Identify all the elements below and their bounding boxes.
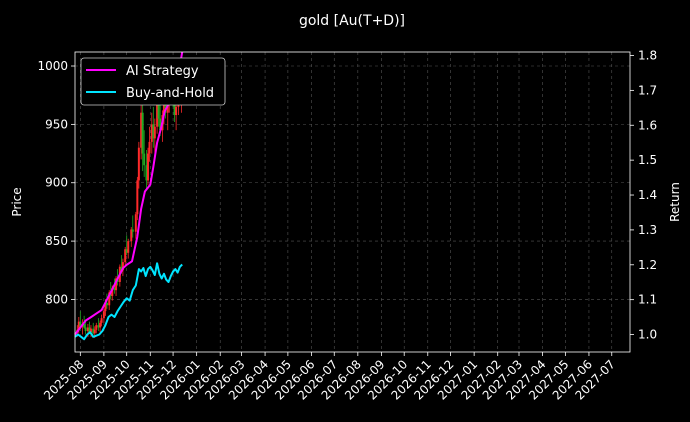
y-right-tick-label: 1.0	[638, 328, 657, 342]
y-right-tick-label: 1.3	[638, 223, 657, 237]
candle	[84, 320, 87, 335]
candle-body	[136, 180, 139, 215]
candle-body	[130, 229, 133, 242]
y-axis-right: 1.0 1.1 1.2 1.3 1.4 1.5 1.6 1.7 1.8	[630, 48, 657, 342]
candle-body	[102, 311, 105, 319]
candle	[102, 308, 105, 323]
legend-label-buy-and-hold: Buy-and-Hold	[126, 86, 214, 101]
candle-body	[104, 302, 107, 312]
candle-body	[145, 165, 148, 181]
candle-body	[140, 112, 143, 148]
candle-body	[99, 322, 102, 328]
y-left-tick-label: 850	[45, 234, 68, 248]
candle	[148, 126, 151, 162]
candle-body	[92, 328, 95, 334]
candle	[130, 227, 133, 247]
candle-body	[162, 98, 165, 116]
candle	[143, 130, 146, 177]
y-left-tick-label: 800	[45, 292, 68, 306]
candle-body	[97, 325, 100, 328]
candle-body	[175, 106, 178, 116]
candle	[125, 235, 128, 256]
candle-body	[84, 327, 87, 331]
candle-body	[88, 327, 91, 333]
candle-body	[89, 328, 92, 333]
candle-body	[115, 278, 118, 291]
candle	[88, 321, 91, 334]
candle-body	[164, 98, 167, 113]
candle	[100, 314, 103, 327]
series-line-buy-and-hold	[74, 262, 183, 341]
y-right-tick-label: 1.6	[638, 118, 657, 132]
y-right-tick-label: 1.4	[638, 188, 657, 202]
candle-body	[121, 262, 124, 271]
legend: AI Strategy Buy-and-Hold	[80, 57, 226, 106]
plot-frame	[74, 51, 631, 353]
y-axis-left-label: Price	[10, 187, 24, 216]
candle	[137, 141, 140, 189]
y-right-tick-label: 1.8	[638, 48, 657, 62]
y-right-tick-label: 1.7	[638, 83, 657, 97]
candle	[97, 318, 100, 331]
candle	[146, 147, 149, 186]
legend-label-ai-strategy: AI Strategy	[126, 64, 199, 79]
candle-body	[120, 266, 123, 271]
candle-body	[159, 118, 162, 131]
candle-body	[79, 321, 82, 327]
candle	[131, 215, 134, 238]
y-axis-right-label: Return	[668, 182, 682, 222]
candle	[115, 276, 118, 296]
candle	[124, 246, 127, 267]
candle-body	[113, 287, 116, 291]
candle-body	[83, 323, 86, 328]
candle-body	[131, 229, 134, 232]
candle	[141, 101, 144, 172]
candle	[127, 238, 130, 259]
candle	[92, 322, 95, 335]
candle-body	[100, 318, 103, 323]
candle-body	[141, 112, 144, 154]
candle	[136, 176, 139, 221]
candle-body	[86, 327, 89, 331]
y-axis-left: 800 850 900 950 1000	[37, 59, 75, 306]
candle-body	[105, 302, 108, 306]
candle	[145, 150, 148, 189]
y-right-tick-label: 1.5	[638, 153, 657, 167]
candle-body	[150, 124, 153, 142]
candle-body	[125, 249, 128, 253]
y-left-tick-label: 1000	[37, 59, 68, 73]
candle-body	[77, 321, 80, 330]
candle-body	[124, 249, 127, 263]
chart-title: gold [Au(T+D)]	[299, 13, 405, 29]
candle-body	[166, 103, 169, 113]
candle	[95, 322, 98, 334]
candle-body	[173, 98, 176, 116]
candle-body	[111, 287, 114, 296]
candle	[150, 112, 153, 154]
candle-body	[143, 153, 146, 166]
candle-body	[146, 153, 149, 181]
candle-body	[95, 325, 98, 330]
y-left-tick-label: 900	[45, 176, 68, 190]
candle-body	[127, 241, 130, 253]
candle-body	[93, 329, 96, 334]
y-right-tick-label: 1.1	[638, 293, 657, 307]
candle-body	[108, 292, 111, 306]
candle-body	[153, 126, 156, 139]
candle-body	[134, 214, 137, 232]
y-left-tick-label: 950	[45, 117, 68, 131]
candle	[134, 211, 137, 239]
candle-body	[137, 147, 140, 181]
y-right-tick-label: 1.2	[638, 258, 657, 272]
candle	[152, 106, 155, 148]
legend-box	[80, 57, 226, 106]
x-axis: 2025-082025-092025-102025-112025-122026-…	[41, 352, 618, 403]
candle-body	[152, 124, 155, 139]
candle-body	[157, 101, 160, 119]
candle	[79, 311, 82, 328]
candle-body	[156, 101, 159, 127]
candle	[99, 320, 102, 333]
candle-body	[148, 141, 151, 154]
